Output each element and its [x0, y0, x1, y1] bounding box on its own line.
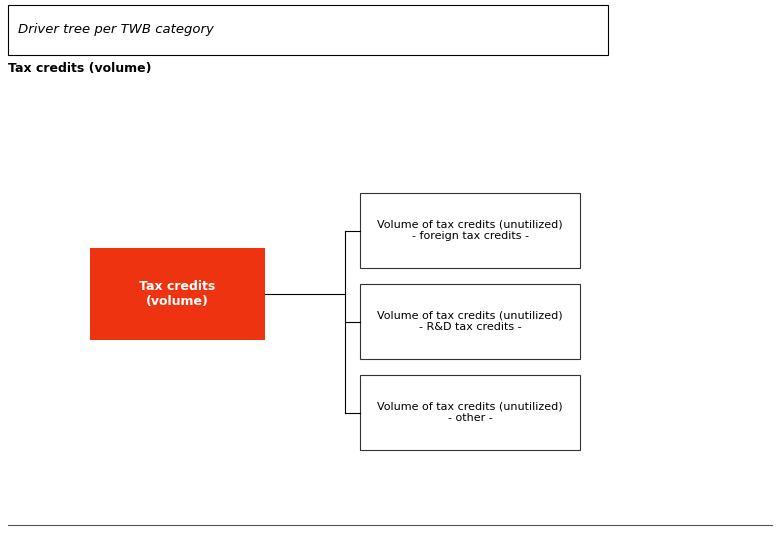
Text: Volume of tax credits (unutilized)
- R&D tax credits -: Volume of tax credits (unutilized) - R&D… [378, 310, 563, 332]
FancyBboxPatch shape [360, 284, 580, 359]
FancyBboxPatch shape [8, 5, 608, 55]
FancyBboxPatch shape [360, 193, 580, 268]
Text: Volume of tax credits (unutilized)
- other -: Volume of tax credits (unutilized) - oth… [378, 402, 563, 423]
Text: Driver tree per TWB category: Driver tree per TWB category [18, 24, 214, 37]
Text: Volume of tax credits (unutilized)
- foreign tax credits -: Volume of tax credits (unutilized) - for… [378, 220, 563, 241]
FancyBboxPatch shape [90, 248, 265, 340]
FancyBboxPatch shape [360, 375, 580, 450]
Text: Tax credits (volume): Tax credits (volume) [8, 62, 151, 75]
Text: Tax credits
(volume): Tax credits (volume) [140, 280, 215, 308]
